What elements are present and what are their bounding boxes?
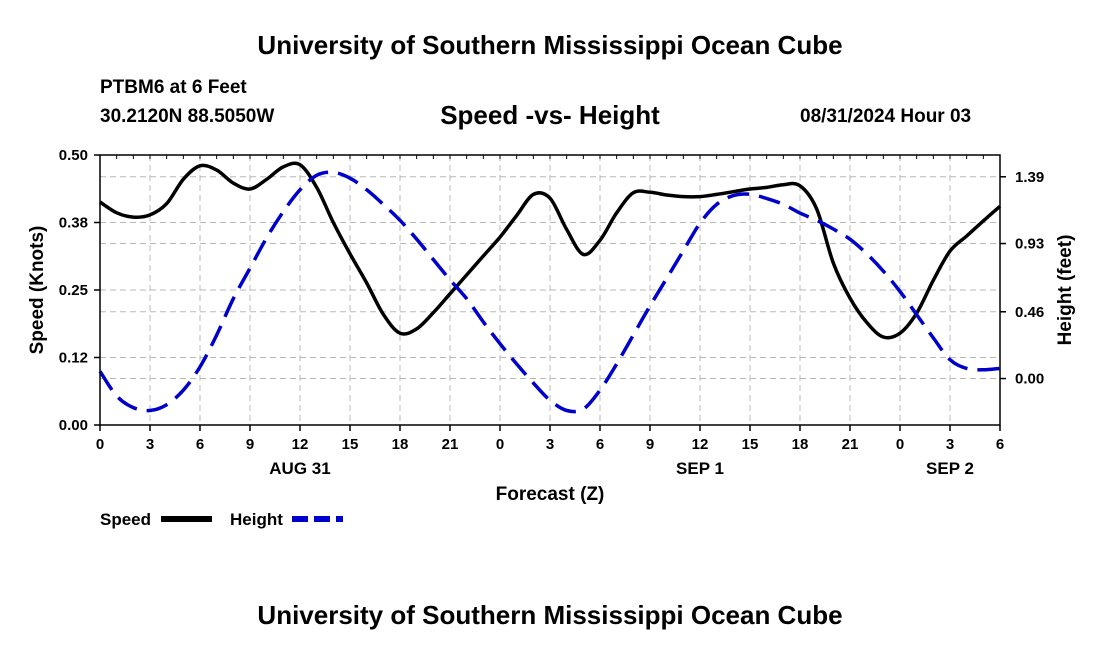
footer-title: University of Southern Mississippi Ocean…	[257, 600, 843, 630]
legend-label-height: Height	[230, 510, 283, 529]
x-tick-label: 12	[692, 436, 709, 453]
x-tick-label: 21	[842, 436, 859, 453]
y2-tick-label: 0.93	[1015, 236, 1044, 253]
date-label: AUG 31	[269, 459, 330, 478]
main-title: University of Southern Mississippi Ocean…	[257, 30, 843, 60]
x-tick-label: 15	[342, 436, 359, 453]
x-tick-label: 0	[496, 436, 504, 453]
x-tick-label: 6	[996, 436, 1004, 453]
x-axis-title: Forecast (Z)	[496, 484, 605, 505]
x-tick-label: 0	[96, 436, 104, 453]
speed-series-line	[99, 161, 1002, 340]
date-label: SEP 2	[926, 459, 974, 478]
date-label: SEP 1	[676, 459, 724, 478]
x-tick-label: 0	[896, 436, 904, 453]
x-tick-label: 15	[742, 436, 759, 453]
x-tick-label: 18	[392, 436, 409, 453]
x-tick-label: 6	[196, 436, 204, 453]
y2-tick-label: 1.39	[1015, 169, 1044, 186]
x-tick-label: 18	[792, 436, 809, 453]
x-tick-label: 9	[646, 436, 654, 453]
y2-axis-title: Height (feet)	[1055, 235, 1076, 346]
x-tick-label: 6	[596, 436, 604, 453]
y-tick-label: 0.25	[59, 282, 88, 299]
x-tick-label: 21	[442, 436, 459, 453]
series	[98, 161, 1002, 414]
axes: 0 3 6 9 12 15 18 21 0 3 6 9 12 15 18 21 0 3 6 AUG 31 SEP 1 SE…	[27, 147, 1076, 505]
station-label: PTBM6 at 6 Feet	[100, 77, 247, 98]
y2-tick-label: 0.46	[1015, 304, 1044, 321]
grid	[100, 155, 1000, 425]
y-tick-label: 0.50	[59, 147, 88, 164]
x-tick-label: 12	[292, 436, 309, 453]
x-tick-label: 3	[946, 436, 954, 453]
forecast-date-label: 08/31/2024 Hour 03	[800, 106, 972, 127]
legend-label-speed: Speed	[100, 510, 151, 529]
y-axis-title: Speed (Knots)	[27, 226, 48, 355]
x-tick-label: 3	[146, 436, 154, 453]
x-tick-label: 9	[246, 436, 254, 453]
y2-tick-label: 0.00	[1015, 371, 1044, 388]
x-tick-label: 3	[546, 436, 554, 453]
y-tick-label: 0.12	[59, 350, 88, 367]
chart-title: Speed -vs- Height	[440, 100, 660, 130]
height-series-line	[98, 170, 1001, 414]
coordinates-label: 30.2120N 88.5050W	[100, 106, 275, 127]
y-tick-label: 0.38	[59, 215, 88, 232]
y-tick-label: 0.00	[59, 417, 88, 434]
legend: Speed Height	[100, 510, 343, 529]
